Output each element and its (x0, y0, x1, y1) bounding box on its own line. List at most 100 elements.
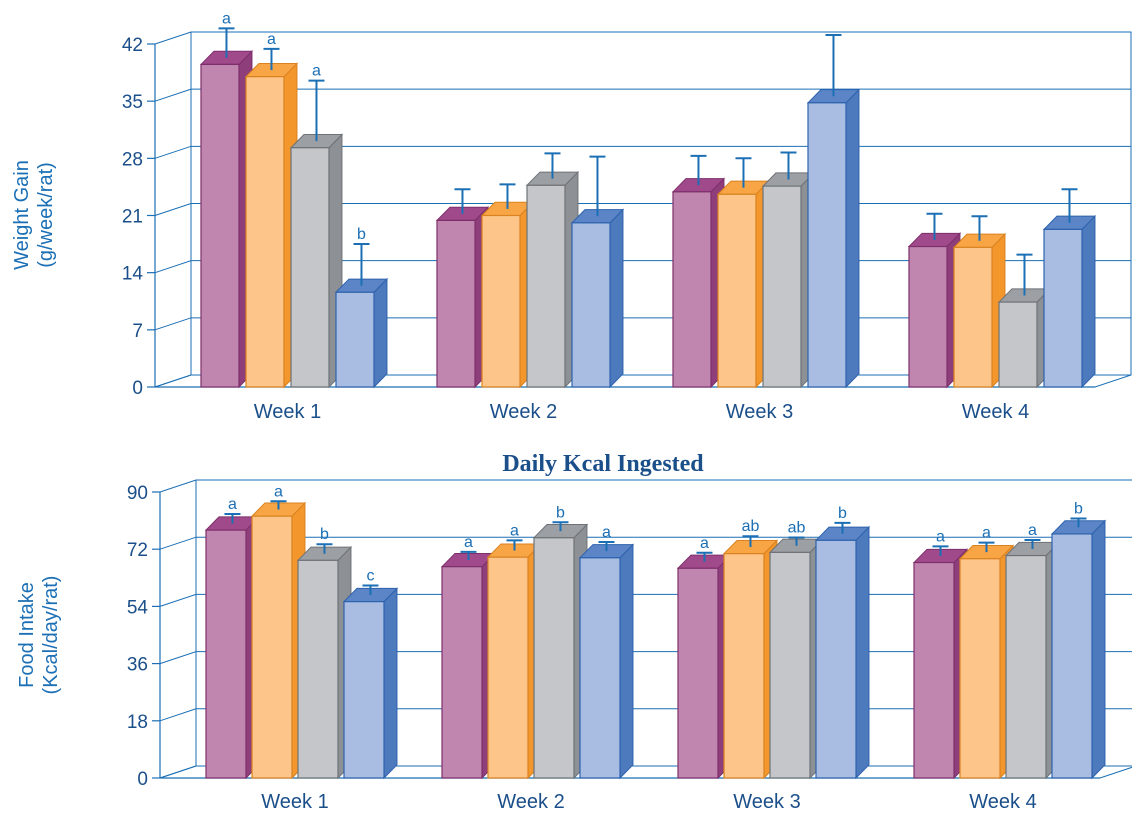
weight-gain-chart: 0 7 14 21 28 35 42 Weight Gain (g/week/rat) Week … (11, 10, 1132, 423)
bar-front (533, 537, 575, 779)
bar-front (913, 561, 955, 779)
bar (907, 232, 962, 389)
bar (806, 88, 861, 389)
bar-front (769, 551, 811, 779)
bar (1004, 541, 1061, 780)
bar (958, 544, 1015, 780)
x-tick-label: Week 1 (261, 791, 328, 813)
y-tick-label: 7 (132, 321, 143, 342)
bar-side (609, 208, 624, 389)
bar (435, 205, 490, 389)
bar (671, 177, 726, 389)
y-tick-label: 42 (122, 35, 143, 56)
bar-side (619, 543, 634, 780)
bar-front (335, 291, 375, 388)
significance-label: a (228, 496, 237, 513)
significance-label: b (1074, 500, 1083, 517)
bar (204, 515, 261, 780)
significance-label: a (602, 524, 611, 541)
y-tick-label: 72 (127, 540, 148, 561)
significance-label: b (357, 226, 366, 243)
x-tick-label: Week 4 (969, 791, 1036, 813)
bar-front (1051, 533, 1093, 779)
y-tick-label: 21 (122, 207, 143, 228)
significance-label: a (274, 483, 283, 500)
chart-title: Daily Kcal Ingested (502, 451, 704, 477)
x-tick-label: Week 2 (497, 791, 564, 813)
bar (440, 552, 497, 780)
bar-side (1081, 214, 1096, 389)
significance-label: a (267, 31, 276, 48)
x-tick-label: Week 1 (254, 401, 321, 423)
bar (532, 523, 589, 780)
bar-front (1043, 228, 1083, 388)
significance-label: a (936, 528, 945, 545)
gridline (154, 31, 1131, 45)
bar-front (487, 556, 529, 779)
bar (912, 548, 969, 780)
x-tick-label: Week 4 (962, 401, 1029, 423)
significance-label: a (510, 522, 519, 539)
bar-front (571, 222, 611, 388)
bar (676, 553, 733, 780)
bar-front (807, 102, 847, 388)
y-tick-label: 90 (127, 483, 148, 504)
y-tick-label: 54 (127, 597, 149, 618)
significance-label: a (222, 10, 231, 27)
significance-label: a (700, 535, 709, 552)
bar-front (343, 601, 385, 779)
bar-front (205, 529, 247, 779)
y-tick-label: 18 (127, 712, 148, 733)
significance-label: c (366, 568, 374, 585)
bar-front (815, 539, 857, 779)
bar-front (677, 567, 719, 779)
bar (761, 171, 816, 389)
bar (997, 287, 1052, 389)
food-intake-chart: 0 18 36 54 72 90 Food Intake (Kcal/day/rat) Dail… (16, 451, 1132, 813)
bar-side (1091, 519, 1106, 780)
bar (296, 545, 353, 780)
significance-label: a (312, 63, 321, 80)
bar (768, 537, 825, 780)
bar-front (1005, 554, 1047, 779)
bar-front (200, 63, 240, 388)
bar (814, 525, 871, 780)
bar-front (908, 245, 948, 388)
x-tick-label: Week 3 (726, 401, 793, 423)
bar-front (762, 185, 802, 388)
bar (525, 170, 580, 389)
bar-side (855, 525, 870, 780)
gridline (154, 88, 1131, 102)
y-axis-label-line: (g/week/rat) (35, 162, 57, 268)
bar-side (845, 88, 860, 389)
y-axis-label-line: Weight Gain (11, 160, 33, 270)
x-tick-label: Week 3 (733, 791, 800, 813)
bar (342, 587, 399, 780)
bar (722, 539, 779, 780)
y-tick-label: 28 (122, 149, 143, 170)
bar (952, 232, 1007, 389)
bar (1050, 519, 1107, 780)
bar-side (383, 587, 398, 780)
bar (570, 208, 625, 389)
y-tick-label: 0 (132, 378, 143, 399)
bar (1042, 214, 1097, 389)
bar-front (717, 193, 757, 388)
bar-front (436, 219, 476, 388)
gridline (159, 479, 1132, 493)
y-tick-label: 36 (127, 655, 148, 676)
significance-label: b (556, 504, 565, 521)
bar (486, 542, 543, 780)
bar-front (959, 558, 1001, 779)
bar (334, 277, 389, 389)
bar (199, 49, 254, 389)
bar-front (998, 301, 1038, 388)
y-tick-label: 35 (122, 92, 143, 113)
bar (480, 201, 535, 389)
bar-front (481, 214, 521, 388)
bar-front (245, 76, 285, 388)
y-axis-label-line: (Kcal/day/rat) (40, 576, 62, 695)
significance-label: a (982, 525, 991, 542)
bar (716, 179, 771, 389)
